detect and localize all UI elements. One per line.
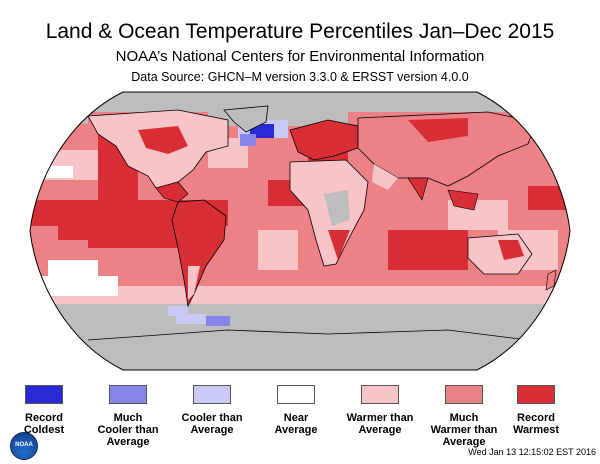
drake-much-cooler bbox=[206, 316, 230, 326]
legend-label: Much Warmer than Average bbox=[430, 412, 498, 448]
legend-swatch bbox=[193, 385, 231, 404]
legend-label: Cooler than Average bbox=[181, 412, 243, 436]
temperature-percentile-map bbox=[29, 91, 571, 371]
antarctica-coast bbox=[87, 329, 529, 341]
north-atlantic-much-cooler bbox=[240, 134, 256, 146]
timestamp: Wed Jan 13 12:15:02 EST 2016 bbox=[468, 447, 596, 457]
southern-africa-record bbox=[328, 230, 350, 260]
greenland bbox=[223, 105, 269, 133]
australia-record bbox=[498, 240, 524, 260]
noaa-logo-text: NOAA bbox=[15, 442, 33, 448]
india bbox=[407, 177, 429, 201]
arctic-no-data-3 bbox=[30, 112, 88, 124]
legend-item: Record Warmest bbox=[494, 385, 578, 436]
south-pacific-near-2 bbox=[48, 260, 98, 282]
central-america bbox=[155, 181, 189, 203]
legend-label: Record Warmest bbox=[512, 412, 560, 436]
drake-cool bbox=[176, 314, 206, 324]
data-source: Data Source: GHCN–M version 3.3.0 & ERSS… bbox=[131, 70, 469, 84]
s-pacific-cool bbox=[168, 306, 188, 316]
legend-swatch bbox=[109, 385, 147, 404]
new-zealand bbox=[545, 269, 557, 291]
indian-ocean-record bbox=[388, 230, 468, 270]
legend-swatch bbox=[445, 385, 483, 404]
legend-item: Much Cooler than Average bbox=[86, 385, 170, 448]
arctic-no-data bbox=[30, 92, 570, 112]
map-subtitle: NOAA’s National Centers for Environmenta… bbox=[115, 48, 485, 65]
south-atlantic-warm bbox=[258, 230, 298, 270]
legend-item: Cooler than Average bbox=[170, 385, 254, 436]
legend-swatch bbox=[25, 385, 63, 404]
noaa-logo-icon: NOAA bbox=[10, 432, 38, 460]
legend-label: Much Cooler than Average bbox=[97, 412, 159, 448]
antarctic-no-data bbox=[30, 302, 570, 370]
map-field bbox=[30, 92, 570, 370]
middle-east bbox=[372, 164, 398, 190]
southern-ocean-band bbox=[30, 286, 570, 304]
legend-label: Warmer than Average bbox=[346, 412, 414, 436]
legend-item: Warmer than Average bbox=[338, 385, 422, 436]
legend-item: Near Average bbox=[254, 385, 338, 436]
legend-swatch bbox=[517, 385, 555, 404]
north-america-record bbox=[138, 126, 188, 154]
legend-label: Record Coldest bbox=[23, 412, 65, 436]
legend-swatch bbox=[277, 385, 315, 404]
w-pacific-record bbox=[58, 210, 98, 240]
southeast-asia bbox=[447, 189, 479, 211]
map-title: Land & Ocean Temperature Percentiles Jan… bbox=[45, 20, 555, 43]
globe-outline bbox=[29, 91, 571, 371]
siberia-record bbox=[408, 118, 468, 142]
africa-no-data bbox=[324, 190, 350, 226]
south-america-south bbox=[188, 266, 200, 300]
europe bbox=[289, 119, 359, 161]
legend-swatch bbox=[361, 385, 399, 404]
legend-label: Near Average bbox=[274, 412, 318, 436]
legend-item: Much Warmer than Average bbox=[422, 385, 506, 448]
legend-item: Record Coldest bbox=[2, 385, 86, 436]
north-pacific-near bbox=[43, 166, 73, 178]
